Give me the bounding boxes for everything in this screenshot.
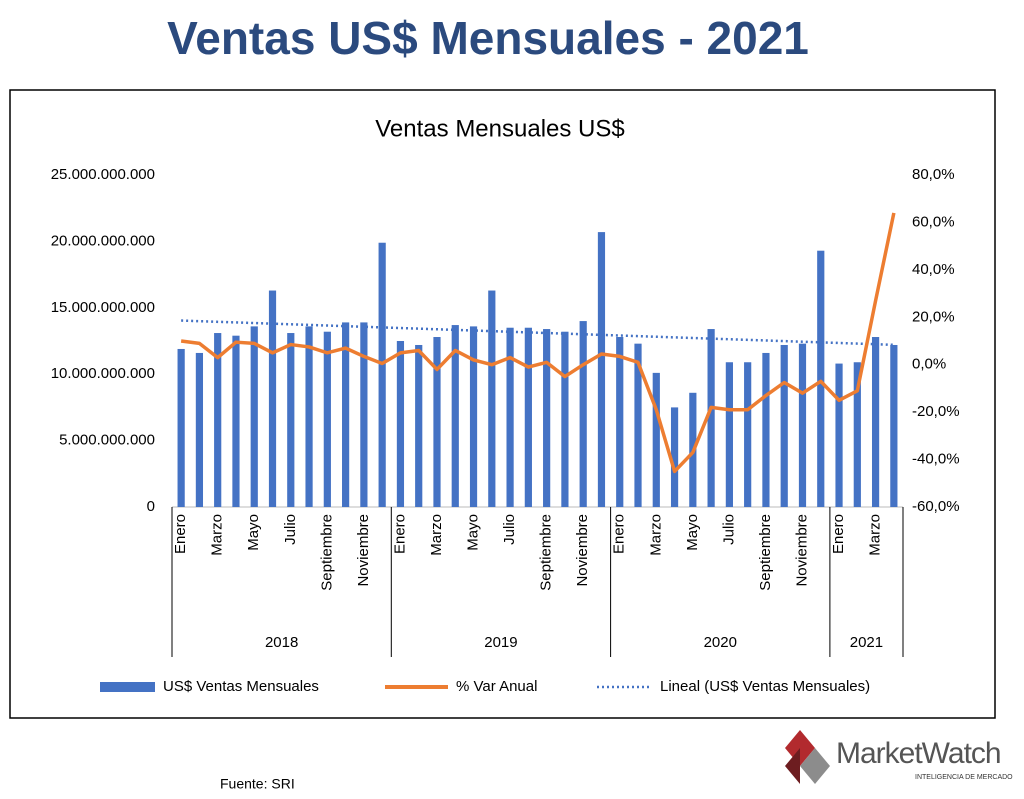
trend-line: [181, 319, 894, 347]
group-label: 2018: [265, 634, 298, 651]
line: [180, 212, 896, 474]
bar: [323, 331, 331, 507]
x-tick-label: Enero: [611, 514, 628, 554]
group-label: 2021: [850, 634, 883, 651]
bar: [744, 362, 752, 507]
x-tick-label: Marzo: [867, 514, 884, 556]
x-tick-label: Julio: [501, 514, 518, 545]
chart-title: Ventas Mensuales US$: [375, 115, 624, 142]
bar: [360, 322, 368, 507]
group-label: 2020: [704, 634, 737, 651]
bar: [871, 337, 880, 507]
bar: [268, 290, 277, 507]
x-tick-label: Enero: [172, 514, 189, 554]
y2-tick-label: 80,0%: [912, 166, 955, 183]
bar: [469, 326, 478, 507]
bar: [287, 333, 295, 507]
x-tick-label: Julio: [282, 514, 299, 545]
x-tick-label: Noviembre: [574, 514, 591, 587]
bar: [342, 322, 350, 507]
bar: [506, 327, 514, 507]
y2-tick-label: 40,0%: [912, 261, 955, 278]
bar: [616, 337, 624, 507]
bar: [853, 362, 861, 507]
bar: [725, 362, 733, 507]
y-tick-label: 20.000.000.000: [51, 232, 155, 249]
bar: [305, 326, 313, 507]
x-tick-label: Septiembre: [757, 514, 774, 591]
y2-tick-label: -20,0%: [912, 403, 960, 420]
bar: [890, 344, 898, 507]
y-tick-label: 0: [147, 498, 155, 515]
group-label: 2019: [484, 634, 517, 651]
legend-label: % Var Anual: [456, 678, 537, 695]
x-tick-label: Noviembre: [355, 514, 372, 587]
source: Fuente: SRI: [220, 776, 295, 792]
bar: [451, 325, 459, 507]
logo-tagline: INTELIGENCIA DE MERCADO: [915, 774, 1013, 781]
x-tick-label: Mayo: [465, 514, 482, 551]
x-tick-label: Enero: [391, 514, 408, 554]
x-tick-label: Marzo: [647, 514, 664, 556]
logo-mark: [800, 748, 830, 784]
x-tick-label: Mayo: [684, 514, 701, 551]
bar: [707, 329, 715, 507]
bar: [524, 327, 532, 507]
logo-text: MarketWatch: [836, 737, 1001, 770]
logo-mark: [785, 748, 800, 784]
bar: [433, 337, 441, 507]
bar: [415, 344, 423, 507]
x-tick-label: Mayo: [245, 514, 262, 551]
bar: [488, 290, 496, 507]
bar: [634, 343, 642, 507]
logo: MarketWatch INTELIGENCIA DE MERCADO: [785, 730, 1013, 784]
x-tick-label: Julio: [720, 514, 737, 545]
y2-tick-label: 20,0%: [912, 308, 955, 325]
x-tick-label: Marzo: [209, 514, 226, 556]
bar: [798, 343, 807, 507]
bar: [652, 372, 660, 507]
y2-tick-label: 0,0%: [912, 356, 946, 373]
y-tick-label: 10.000.000.000: [51, 365, 155, 382]
bar: [378, 242, 386, 507]
y-tick-label: 25.000.000.000: [51, 166, 155, 183]
x-tick-label: Marzo: [428, 514, 445, 556]
y2-tick-label: -60,0%: [912, 498, 960, 515]
x-tick-label: Septiembre: [318, 514, 335, 591]
bar: [597, 232, 606, 507]
page-title: Ventas US$ Mensuales - 2021: [167, 12, 809, 64]
chart-frame: [9, 89, 996, 719]
bar: [780, 344, 788, 507]
bar: [250, 326, 258, 507]
bar: [579, 321, 587, 507]
legend-label: US$ Ventas Mensuales: [163, 678, 319, 695]
x-tick-label: Enero: [830, 514, 847, 554]
y2-tick-label: -40,0%: [912, 451, 960, 468]
bar: [543, 329, 551, 507]
y2-tick-label: 60,0%: [912, 213, 955, 230]
legend-swatch: [100, 682, 155, 692]
x-tick-label: Noviembre: [793, 514, 810, 587]
bar: [195, 352, 204, 507]
bar: [817, 250, 825, 508]
y-tick-label: 5.000.000.000: [59, 432, 155, 449]
bar: [835, 363, 843, 507]
bar: [232, 335, 240, 507]
bar: [762, 352, 770, 507]
bar: [670, 407, 679, 507]
bar: [561, 331, 569, 507]
y-tick-label: 15.000.000.000: [51, 299, 155, 316]
legend-label: Lineal (US$ Ventas Mensuales): [660, 678, 870, 695]
x-tick-label: Septiembre: [538, 514, 555, 591]
bar: [214, 333, 222, 507]
bar: [177, 348, 185, 507]
bar: [396, 341, 405, 507]
